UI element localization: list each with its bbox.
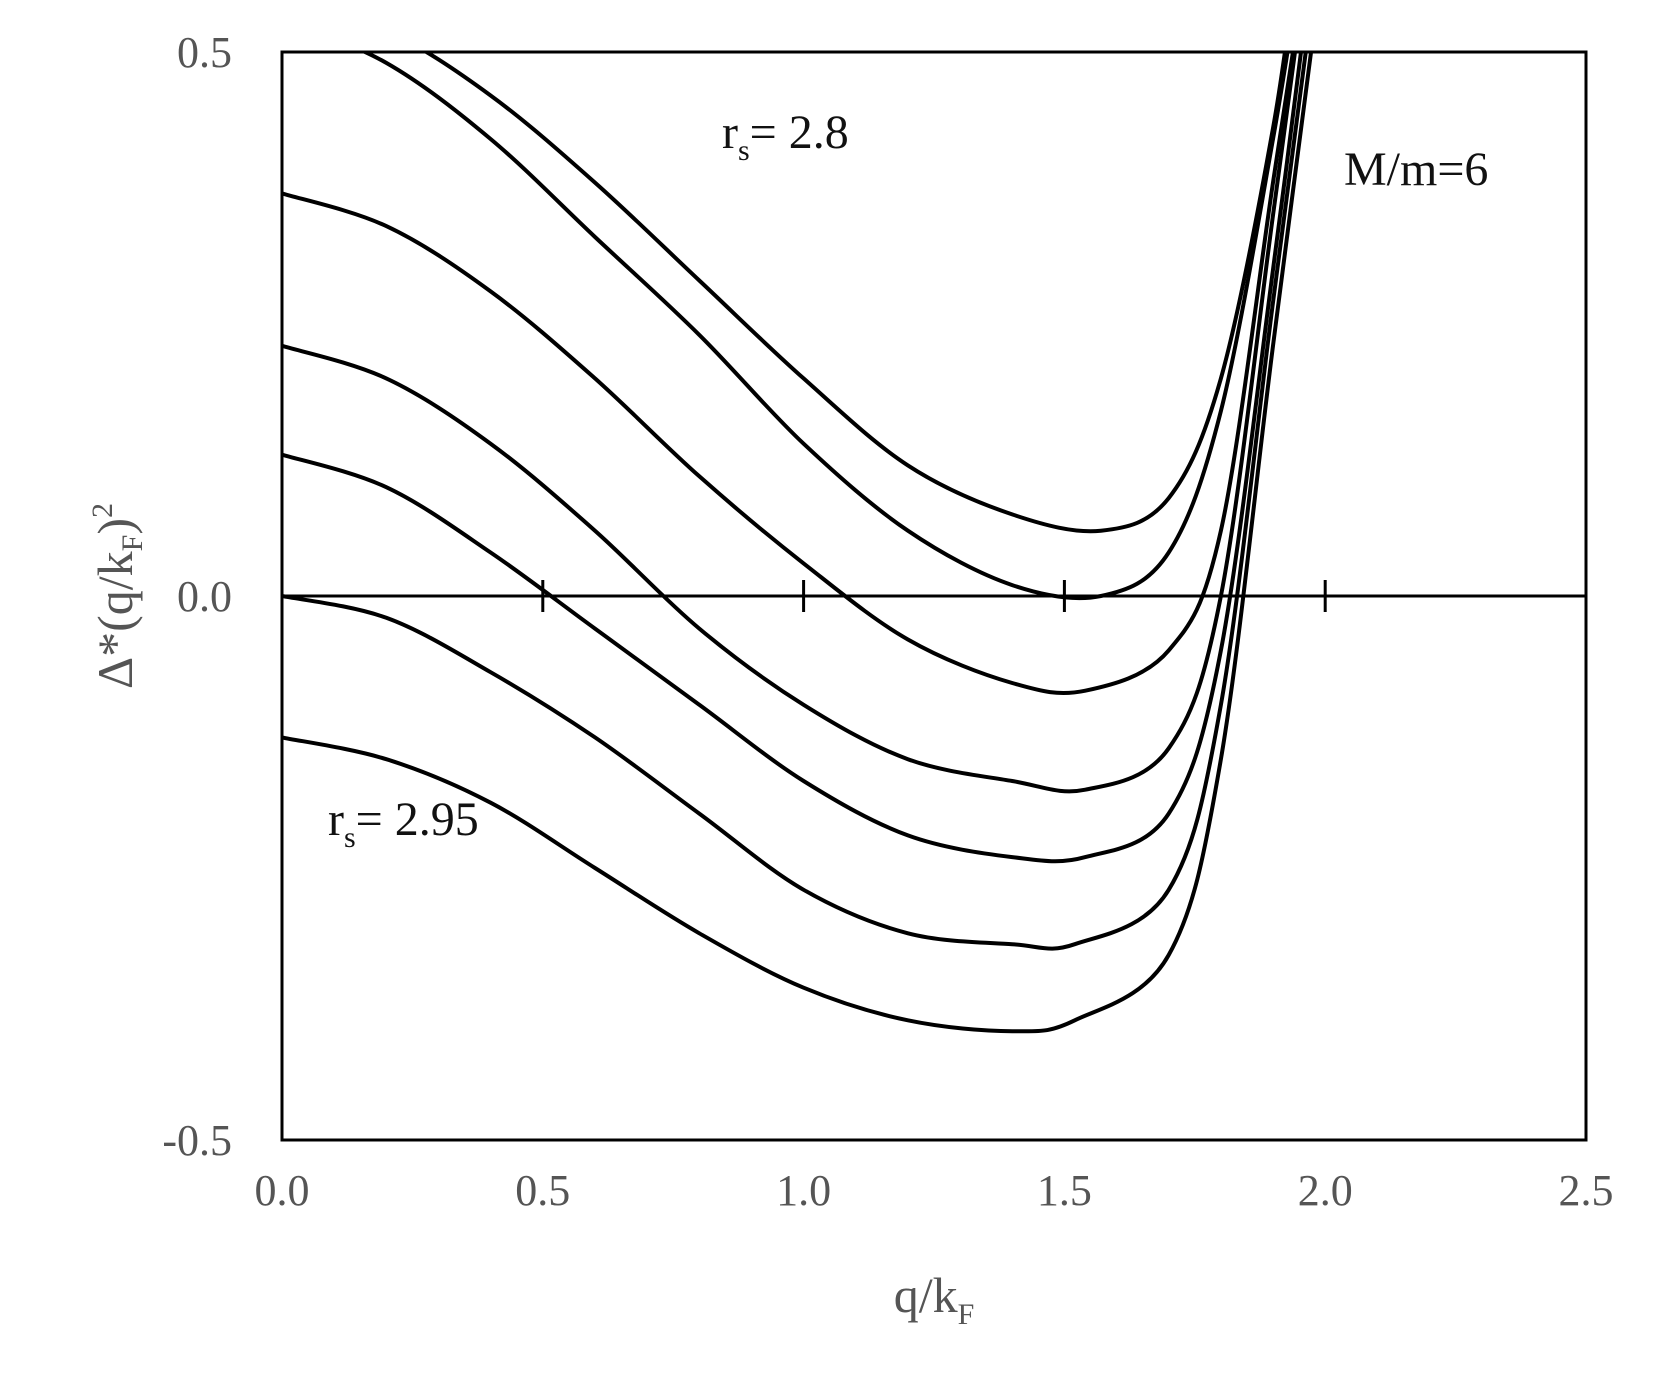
x-tick-label: 0.5 <box>515 1166 570 1215</box>
y-tick-label: -0.5 <box>162 1116 232 1165</box>
annotation-rs-2-95: rs= 2.95 <box>328 793 479 854</box>
annotation-mass-ratio: M/m=6 <box>1344 143 1488 196</box>
series-group <box>282 52 1314 1034</box>
x-tick-label: 2.5 <box>1559 1166 1614 1215</box>
y-tick-labels: -0.5 0.0 0.5 <box>162 28 232 1165</box>
y-axis-title: Δ*(q/kF)2 <box>86 503 149 689</box>
zero-line-ticks <box>541 580 1327 612</box>
x-tick-label: 1.5 <box>1037 1166 1092 1215</box>
series-line-1 <box>422 52 1288 534</box>
annotation-rs-2-8: rs= 2.8 <box>722 106 849 167</box>
x-tick-label: 0.0 <box>255 1166 310 1215</box>
y-tick-label: 0.5 <box>177 28 232 77</box>
series-line-3 <box>282 52 1295 696</box>
series-line-4 <box>282 52 1298 794</box>
x-axis-title: q/kF <box>894 1267 975 1331</box>
series-line-7 <box>282 52 1314 1034</box>
series-line-2 <box>360 52 1290 601</box>
x-tick-label: 1.0 <box>776 1166 831 1215</box>
y-tick-label: 0.0 <box>177 572 232 621</box>
series-line-6 <box>282 52 1308 951</box>
x-tick-labels: 0.0 0.5 1.0 1.5 2.0 2.5 <box>255 1166 1614 1215</box>
x-tick-label: 2.0 <box>1298 1166 1353 1215</box>
plot-frame <box>280 50 1588 1142</box>
series-line-5 <box>282 52 1304 864</box>
